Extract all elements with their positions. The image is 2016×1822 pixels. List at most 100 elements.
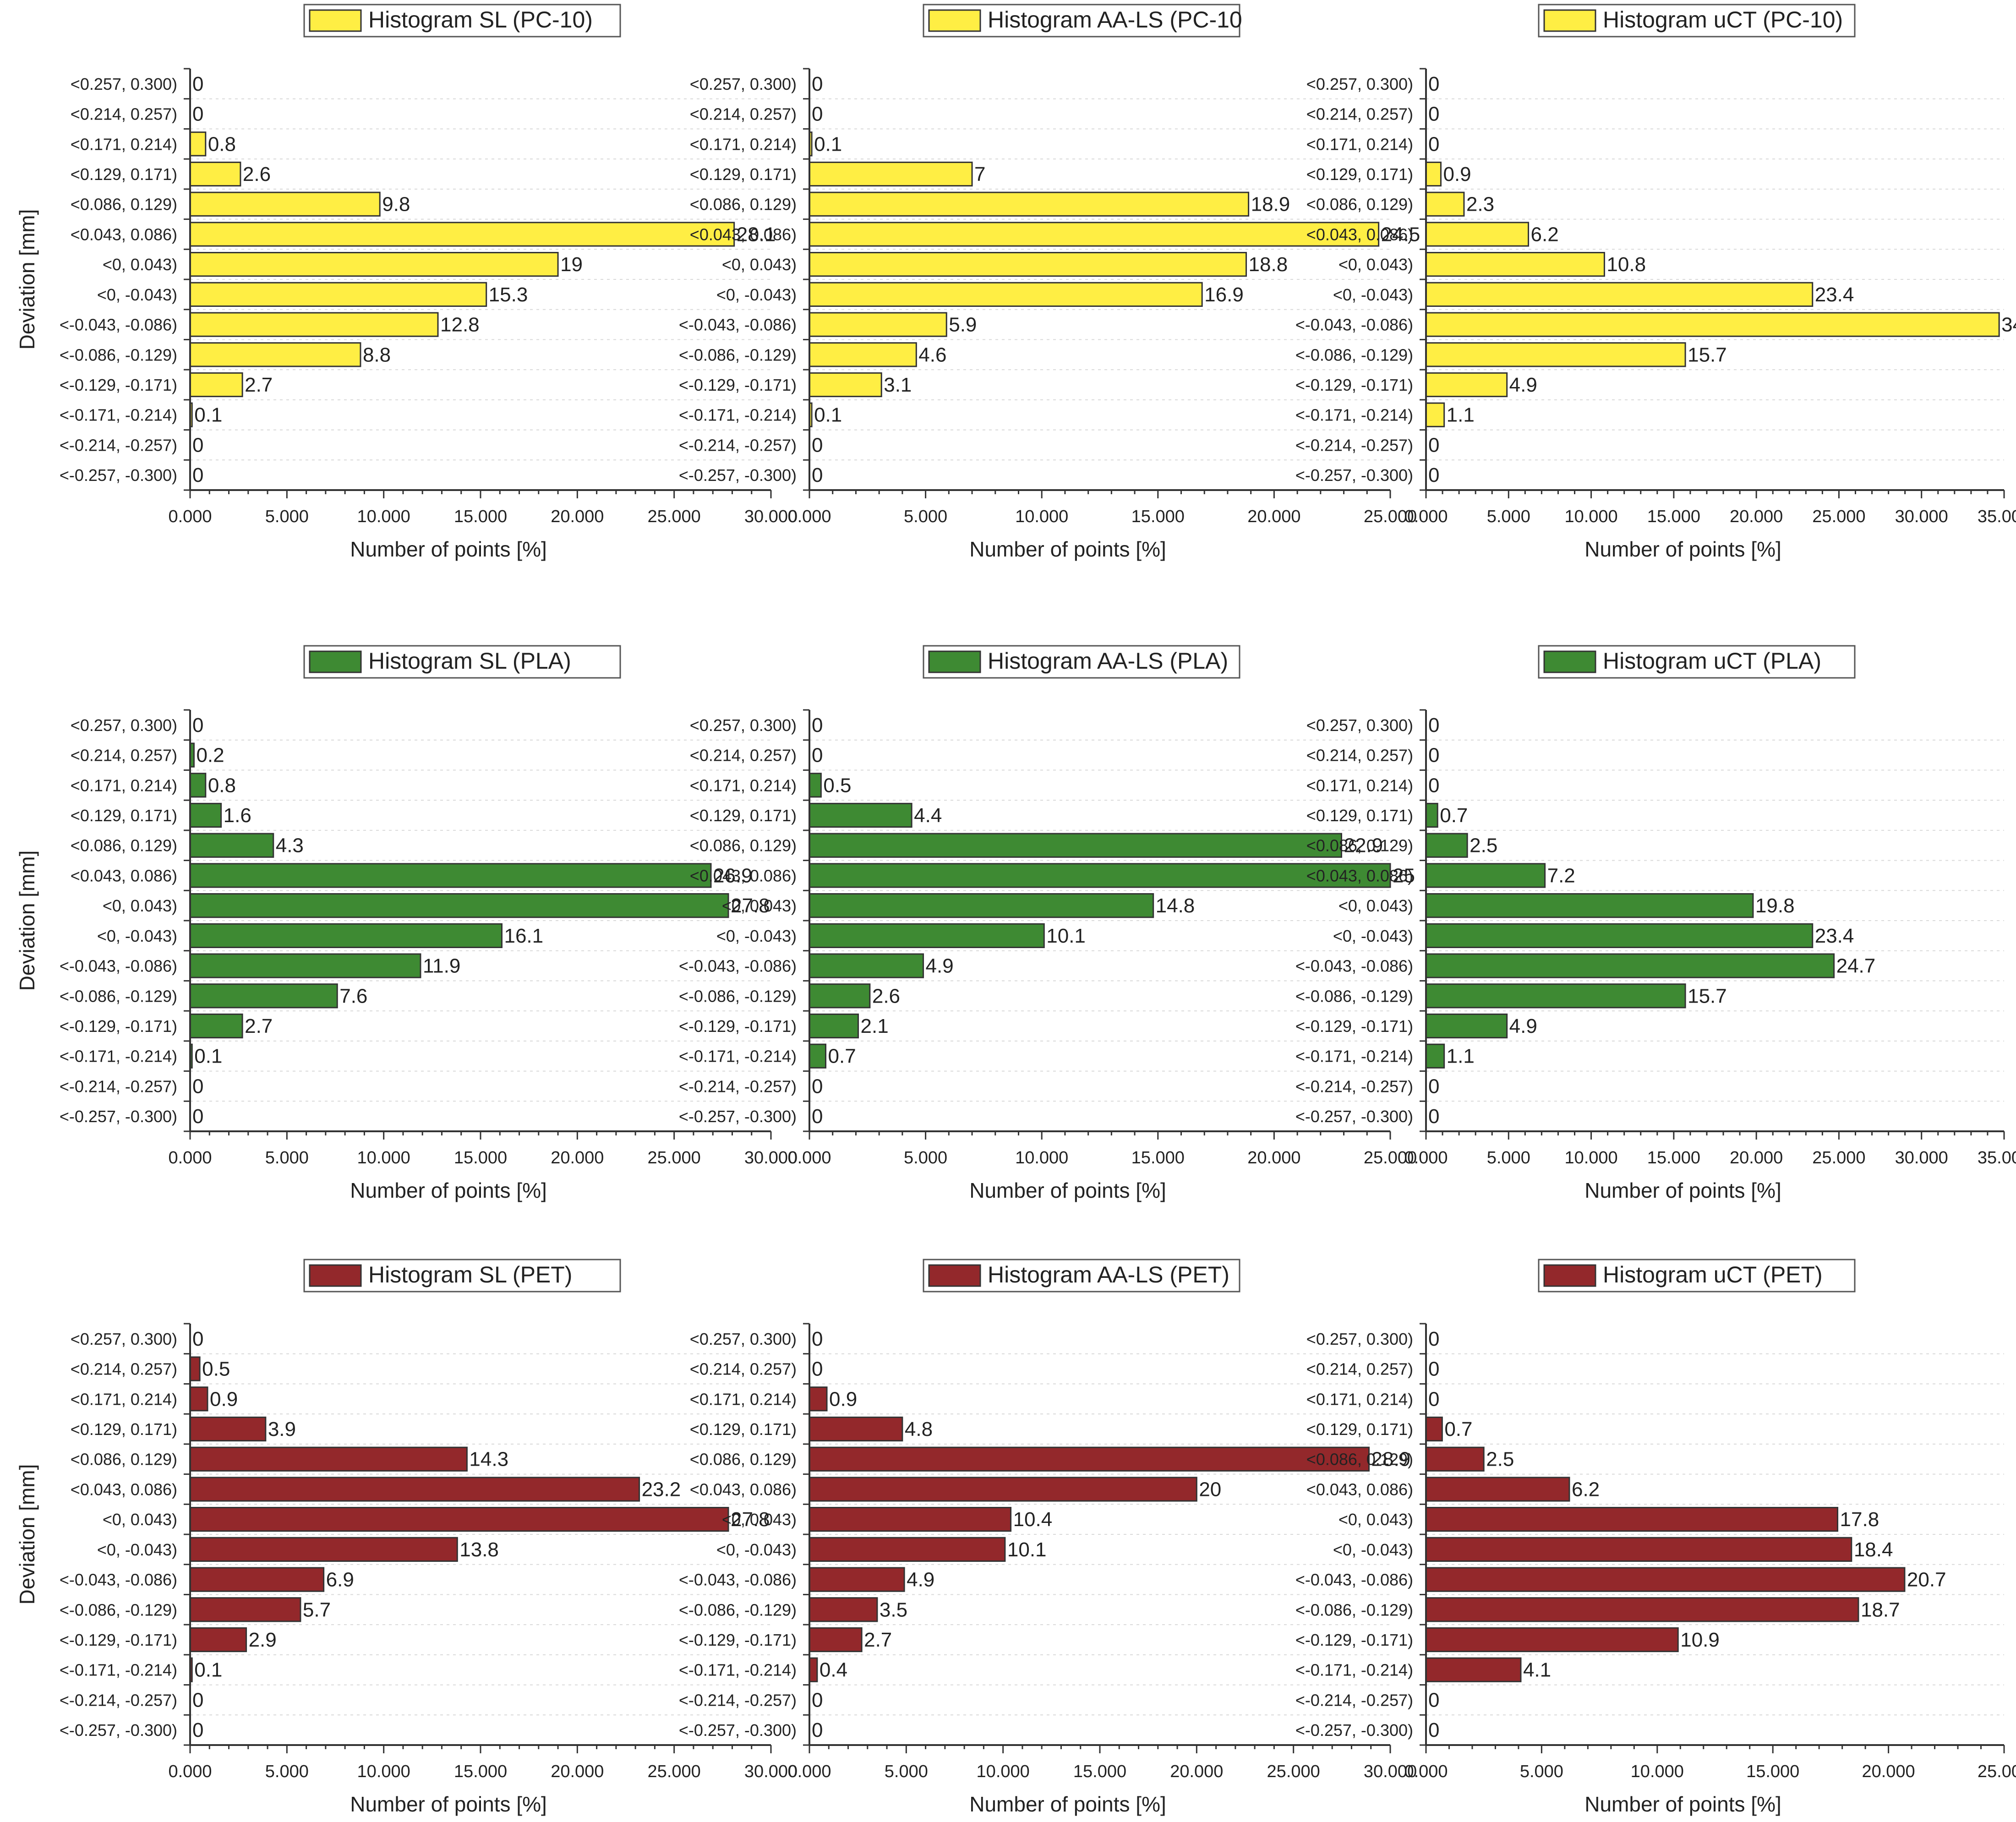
x-tick-label: 0.000 [1404, 1148, 1448, 1167]
data-label: 0 [192, 1105, 203, 1128]
data-label: 4.4 [914, 804, 942, 827]
y-tick-label: <-0.086, -0.129) [60, 987, 177, 1005]
data-label: 9.8 [382, 193, 410, 216]
y-axis-title: Deviation [mm] [15, 1464, 39, 1605]
data-label: 0.8 [208, 133, 236, 155]
y-tick-label: <0.214, 0.257) [71, 105, 177, 124]
data-label: 0 [192, 1075, 203, 1097]
x-tick-label: 15.000 [454, 507, 507, 526]
data-label: 6.2 [1531, 223, 1559, 245]
y-tick-label: <0, 0.043) [103, 896, 177, 915]
data-label: 27.8 [731, 1508, 770, 1531]
y-tick-label: <-0.171, -0.214) [679, 406, 797, 425]
bar [1425, 252, 1605, 277]
x-tick-label: 5.000 [1520, 1762, 1563, 1781]
y-tick-label: <-0.214, -0.257) [1295, 1691, 1413, 1709]
legend: Histogram uCT (PC-10) [1538, 4, 1856, 38]
y-tick-label: <0.171, 0.214) [71, 135, 177, 153]
y-tick-label: <-0.171, -0.214) [679, 1661, 797, 1680]
y-tick-label: <-0.086, -0.129) [1295, 1600, 1413, 1619]
y-tick-label: <-0.214, -0.257) [1295, 1077, 1413, 1096]
legend-swatch [1543, 650, 1596, 673]
x-axis-title: Number of points [%] [969, 537, 1166, 561]
data-label: 0.5 [202, 1358, 230, 1380]
x-tick-label: 5.000 [904, 1148, 947, 1167]
y-tick-label: <-0.171, -0.214) [60, 406, 177, 425]
y-tick-label: <-0.086, -0.129) [679, 1600, 797, 1619]
data-label: 0 [1428, 1388, 1439, 1410]
data-label: 16.1 [504, 925, 543, 947]
x-tick-label: 20.000 [1730, 1148, 1783, 1167]
y-tick-label: <0.086, 0.129) [690, 836, 797, 855]
x-tick-label: 35.000 [1978, 1148, 2016, 1167]
y-tick-label: <-0.086, -0.129) [679, 345, 797, 364]
data-label: 0.9 [1443, 163, 1471, 185]
chart-panel-5: Histogram AA-LS (PLA)000.54.422.92514.81… [679, 645, 1417, 1202]
data-label: 16.9 [1204, 284, 1244, 306]
legend: Histogram AA-LS (PLA) [923, 645, 1240, 679]
y-tick-label: <-0.043, -0.086) [60, 1571, 177, 1589]
data-label: 0.1 [194, 1045, 222, 1068]
data-label: 0 [1428, 774, 1439, 796]
x-tick-label: 10.000 [1631, 1762, 1684, 1781]
data-label: 4.6 [918, 344, 946, 366]
data-label: 23.2 [642, 1478, 681, 1500]
y-tick-label: <-0.214, -0.257) [679, 1077, 797, 1096]
x-tick-label: 0.000 [168, 507, 212, 526]
chart-panel-3: Histogram uCT (PC-10)0000.92.36.210.823.… [1295, 4, 2016, 561]
legend-label: Histogram SL (PC-10) [368, 7, 593, 33]
y-tick-label: <0.086, 0.129) [71, 836, 177, 855]
legend-label: Histogram uCT (PLA) [1603, 648, 1821, 674]
bar [189, 1477, 640, 1502]
data-label: 25 [1393, 864, 1415, 887]
bar [189, 1013, 243, 1039]
bar [809, 802, 912, 828]
x-tick-label: 0.000 [787, 1148, 831, 1167]
bar [1425, 1597, 1859, 1622]
y-tick-label: <-0.043, -0.086) [60, 316, 177, 334]
data-label: 19 [560, 253, 583, 276]
bar [809, 372, 882, 398]
y-tick-label: <0, 0.043) [722, 1510, 797, 1529]
data-label: 18.8 [1249, 253, 1288, 276]
bar [809, 191, 1250, 217]
data-label: 4.9 [926, 955, 954, 977]
legend-swatch [1543, 9, 1596, 32]
data-label: 7.6 [339, 985, 367, 1007]
legend: Histogram SL (PC-10) [303, 4, 621, 38]
bar [1425, 1657, 1522, 1682]
data-label: 0 [192, 464, 203, 486]
y-tick-label: <0.043, 0.086) [690, 225, 797, 244]
bar [1425, 1416, 1443, 1442]
bar [1425, 1567, 1906, 1592]
y-tick-label: <-0.257, -0.300) [60, 466, 177, 485]
data-label: 10.1 [1046, 925, 1086, 947]
x-tick-label: 10.000 [977, 1762, 1030, 1781]
x-tick-label: 15.000 [1131, 507, 1185, 526]
y-tick-label: <0.086, 0.129) [690, 195, 797, 214]
legend-swatch [1543, 1264, 1596, 1287]
x-tick-label: 20.000 [551, 507, 604, 526]
y-tick-label: <0.257, 0.300) [1306, 1330, 1413, 1348]
y-tick-label: <-0.129, -0.171) [679, 1017, 797, 1036]
y-tick-label: <-0.257, -0.300) [60, 1721, 177, 1740]
y-tick-label: <0, -0.043) [97, 927, 177, 945]
x-tick-label: 10.000 [1015, 1148, 1068, 1167]
data-label: 0 [812, 73, 823, 95]
data-label: 3.1 [884, 374, 912, 396]
data-label: 0 [1428, 1328, 1439, 1350]
data-label: 4.1 [1523, 1659, 1551, 1681]
y-tick-label: <-0.214, -0.257) [60, 1077, 177, 1096]
data-label: 0 [812, 714, 823, 736]
data-label: 8.8 [363, 344, 391, 366]
data-label: 0 [812, 1689, 823, 1711]
bar [809, 1597, 878, 1622]
y-tick-label: <0.171, 0.214) [1306, 776, 1413, 795]
legend-swatch [928, 650, 981, 673]
data-label: 18.9 [1251, 193, 1290, 216]
data-label: 0 [1428, 1719, 1439, 1741]
legend: Histogram SL (PLA) [303, 645, 621, 679]
data-label: 2.9 [249, 1629, 277, 1651]
y-tick-label: <0.129, 0.171) [71, 165, 177, 184]
bar [809, 923, 1045, 948]
